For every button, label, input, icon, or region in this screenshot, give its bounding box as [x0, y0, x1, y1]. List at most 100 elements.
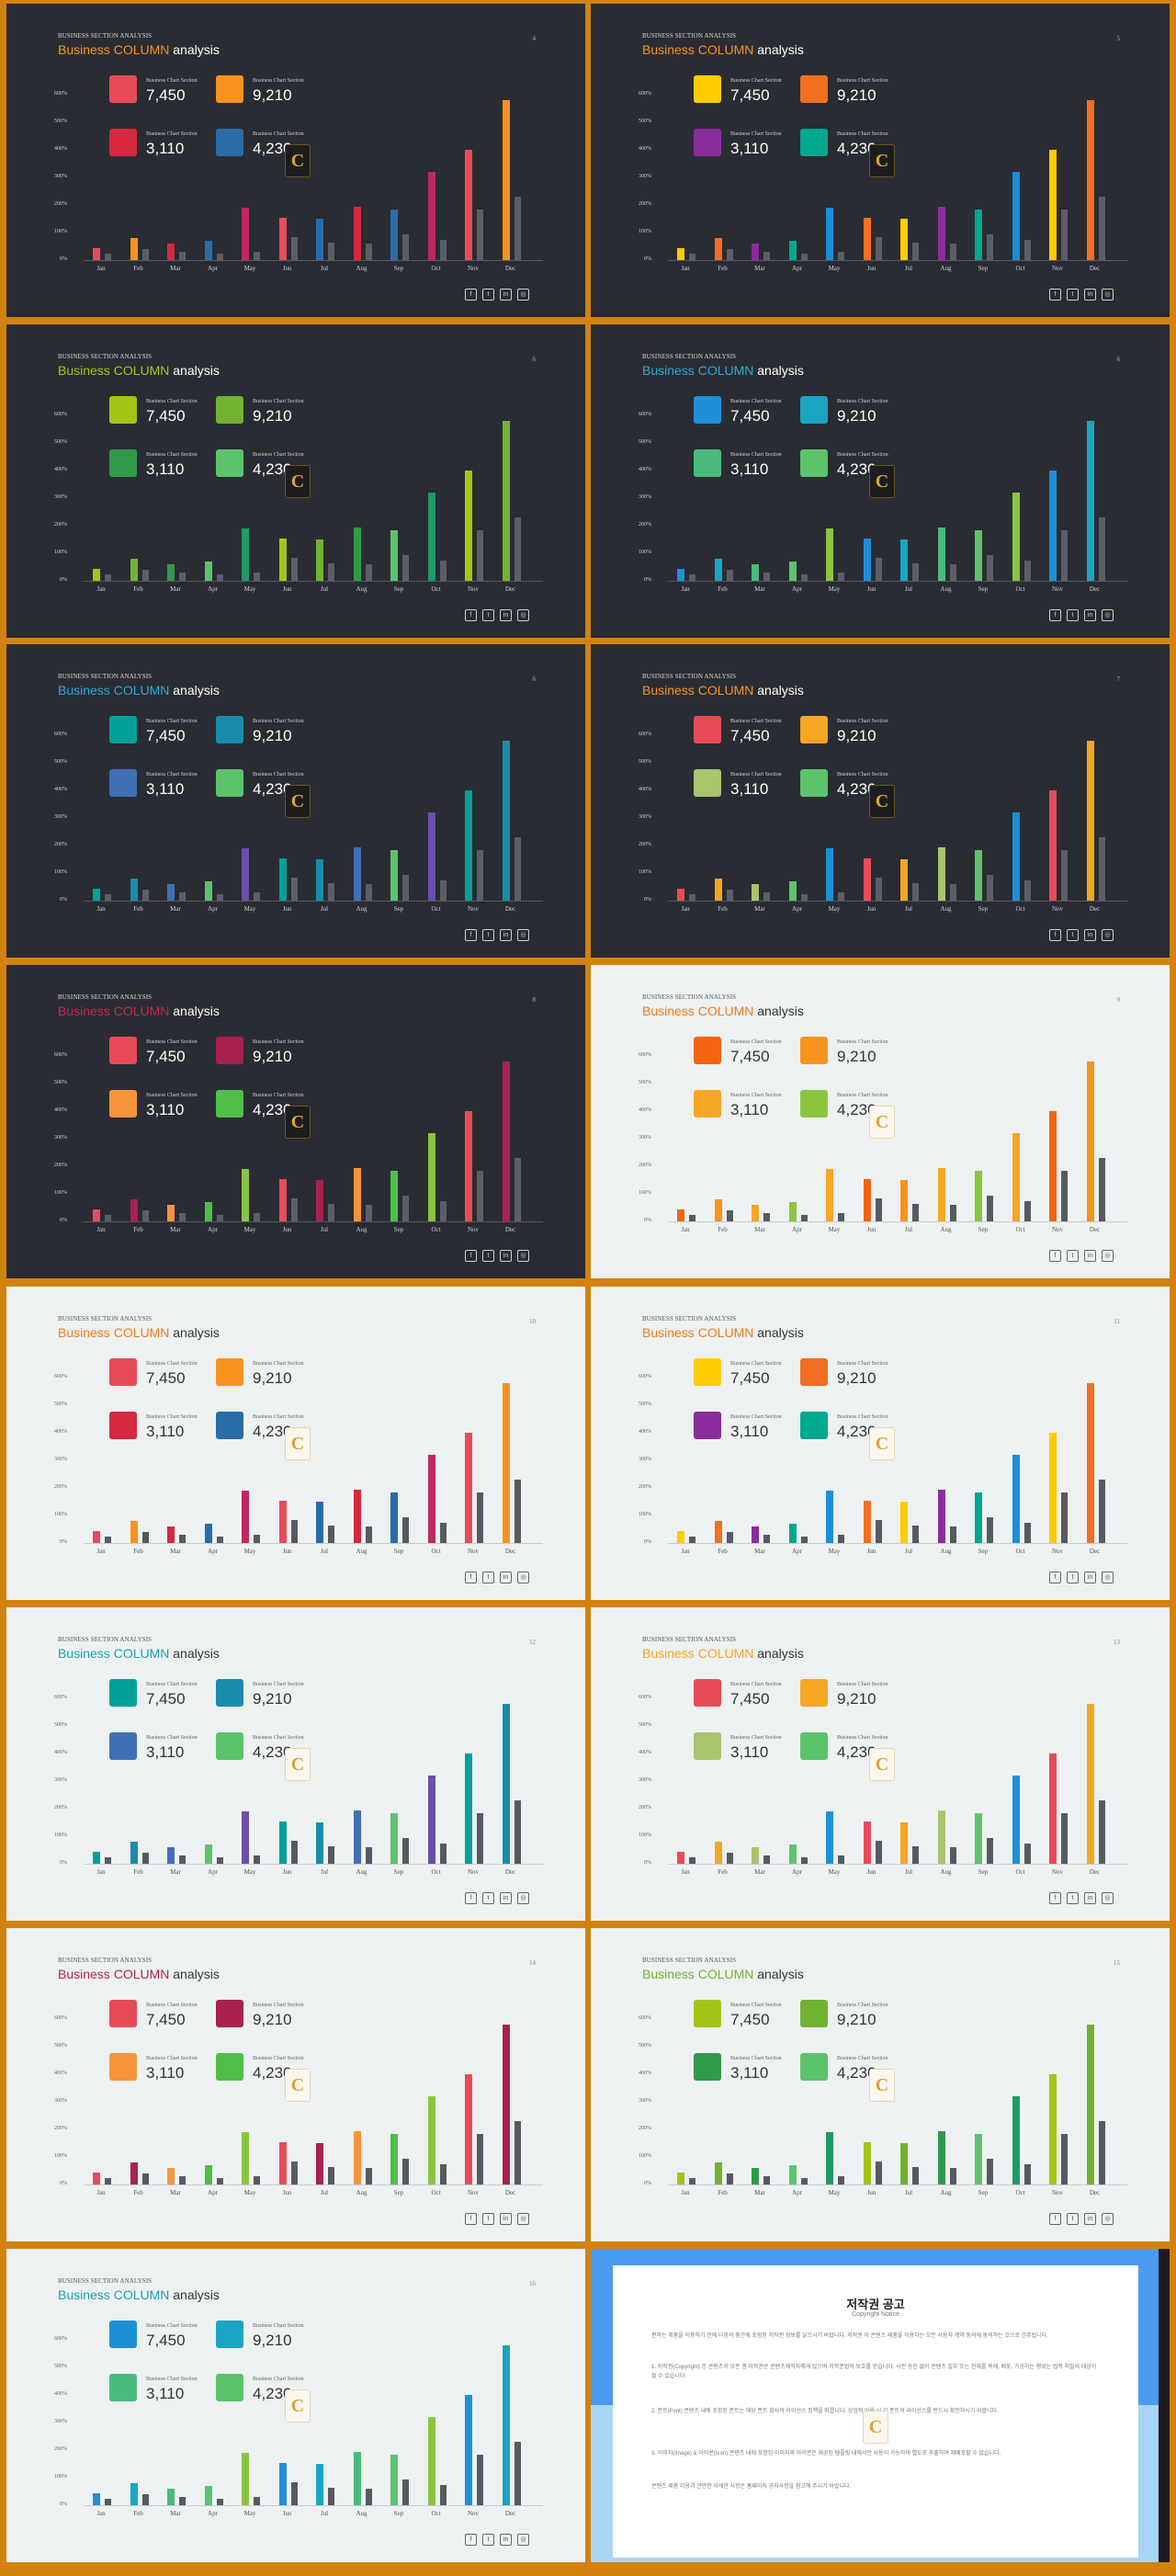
- instagram-icon[interactable]: ◎: [1102, 1572, 1114, 1583]
- linkedin-icon[interactable]: in: [1084, 289, 1096, 301]
- x-tick-label: Apr: [792, 2189, 802, 2196]
- linkedin-icon[interactable]: in: [500, 1892, 512, 1904]
- x-tick-label: Jul: [904, 265, 913, 272]
- twitter-icon[interactable]: t: [482, 2213, 494, 2225]
- y-tick-label: 0%: [60, 1860, 67, 1866]
- twitter-icon[interactable]: t: [482, 929, 494, 941]
- facebook-icon[interactable]: f: [1049, 1572, 1061, 1583]
- facebook-icon[interactable]: f: [465, 2534, 477, 2546]
- bar-series2-mar: [763, 252, 770, 260]
- bar-series2-aug: [365, 2489, 372, 2505]
- facebook-icon[interactable]: f: [465, 1250, 477, 1262]
- y-tick-label: 600%: [639, 2015, 651, 2021]
- instagram-icon[interactable]: ◎: [1102, 1892, 1114, 1904]
- twitter-icon[interactable]: t: [1067, 2213, 1079, 2225]
- instagram-icon[interactable]: ◎: [1102, 289, 1114, 301]
- twitter-icon[interactable]: t: [1067, 1250, 1079, 1262]
- bar-series1-mar: [167, 1847, 175, 1864]
- instagram-icon[interactable]: ◎: [1102, 609, 1114, 621]
- stat-value: 9,210: [837, 2011, 876, 2028]
- instagram-icon[interactable]: ◎: [517, 1572, 529, 1583]
- instagram-icon[interactable]: ◎: [517, 929, 529, 941]
- stat-label: Business Chart Section: [253, 2377, 304, 2382]
- stat-value: 3,110: [146, 1423, 185, 1440]
- bar-series2-apr: [800, 573, 808, 581]
- facebook-icon[interactable]: f: [465, 2213, 477, 2225]
- linkedin-icon[interactable]: in: [500, 2213, 512, 2225]
- y-tick-label: 0%: [60, 577, 67, 583]
- y-tick-label: 200%: [639, 2126, 651, 2131]
- y-tick-label: 500%: [639, 439, 651, 445]
- instagram-icon[interactable]: ◎: [1102, 2213, 1114, 2225]
- facebook-icon[interactable]: f: [1049, 609, 1061, 621]
- linkedin-icon[interactable]: in: [500, 1250, 512, 1262]
- facebook-icon[interactable]: f: [1049, 289, 1061, 301]
- slide-8: BUSINESS SECTION ANALYSIS Business COLUMN…: [591, 965, 1170, 1278]
- facebook-icon[interactable]: f: [465, 289, 477, 301]
- twitter-icon[interactable]: t: [482, 1892, 494, 1904]
- stat-swatch: [216, 1090, 243, 1118]
- twitter-icon[interactable]: t: [1067, 1892, 1079, 1904]
- bar-series2-feb: [726, 570, 733, 581]
- linkedin-icon[interactable]: in: [500, 2534, 512, 2546]
- twitter-icon[interactable]: t: [1067, 609, 1079, 621]
- instagram-icon[interactable]: ◎: [517, 609, 529, 621]
- facebook-icon[interactable]: f: [1049, 929, 1061, 941]
- linkedin-icon[interactable]: in: [1084, 1572, 1096, 1583]
- twitter-icon[interactable]: t: [482, 1572, 494, 1583]
- linkedin-icon[interactable]: in: [500, 609, 512, 621]
- x-tick-label: Sep: [393, 2189, 404, 2196]
- bar-series2-jun: [290, 2481, 298, 2505]
- facebook-icon[interactable]: f: [465, 929, 477, 941]
- bar-series2-sep: [402, 1195, 409, 1221]
- bar-series2-aug: [949, 564, 956, 581]
- stat-value: 3,110: [730, 780, 769, 798]
- x-tick-label: Aug: [940, 1548, 952, 1555]
- twitter-icon[interactable]: t: [1067, 1572, 1079, 1583]
- x-tick-label: Oct: [431, 1868, 441, 1876]
- linkedin-icon[interactable]: in: [1084, 1892, 1096, 1904]
- facebook-icon[interactable]: f: [465, 609, 477, 621]
- x-tick-label: Sep: [393, 2510, 404, 2517]
- linkedin-icon[interactable]: in: [1084, 2213, 1096, 2225]
- stat-value: 7,450: [146, 727, 186, 744]
- linkedin-icon[interactable]: in: [500, 929, 512, 941]
- twitter-icon[interactable]: t: [1067, 289, 1079, 301]
- twitter-icon[interactable]: t: [482, 289, 494, 301]
- twitter-icon[interactable]: t: [482, 2534, 494, 2546]
- linkedin-icon[interactable]: in: [500, 289, 512, 301]
- facebook-icon[interactable]: f: [465, 1892, 477, 1904]
- twitter-icon[interactable]: t: [482, 1250, 494, 1262]
- bar-series1-dec: [502, 421, 510, 581]
- bar-series2-sep: [987, 1516, 993, 1543]
- x-tick-label: Dec: [504, 2510, 516, 2517]
- instagram-icon[interactable]: ◎: [517, 289, 529, 301]
- twitter-icon[interactable]: t: [482, 609, 494, 621]
- x-tick-label: Nov: [467, 2510, 480, 2517]
- linkedin-icon[interactable]: in: [1084, 1250, 1096, 1262]
- x-tick-label: Nov: [1051, 2189, 1064, 2196]
- x-axis-line: [668, 1864, 1127, 1865]
- facebook-icon[interactable]: f: [1049, 1892, 1061, 1904]
- slide-kicker: BUSINESS SECTION ANALYSIS: [58, 993, 153, 1001]
- x-tick-label: Aug: [940, 585, 952, 593]
- linkedin-icon[interactable]: in: [500, 1572, 512, 1583]
- facebook-icon[interactable]: f: [1049, 1250, 1061, 1262]
- stat-swatch: [800, 2053, 828, 2081]
- stat-label: Business Chart Section: [837, 452, 888, 458]
- instagram-icon[interactable]: ◎: [517, 2534, 529, 2546]
- x-tick-label: Dec: [504, 265, 516, 272]
- instagram-icon[interactable]: ◎: [1102, 929, 1114, 941]
- twitter-icon[interactable]: t: [1067, 929, 1079, 941]
- instagram-icon[interactable]: ◎: [517, 1892, 529, 1904]
- linkedin-icon[interactable]: in: [1084, 609, 1096, 621]
- bar-series1-jul: [900, 539, 908, 581]
- instagram-icon[interactable]: ◎: [517, 2213, 529, 2225]
- linkedin-icon[interactable]: in: [1084, 929, 1096, 941]
- title-business: Business: [58, 2287, 114, 2302]
- bar-series1-may: [826, 208, 833, 260]
- facebook-icon[interactable]: f: [1049, 2213, 1061, 2225]
- instagram-icon[interactable]: ◎: [1102, 1250, 1114, 1262]
- instagram-icon[interactable]: ◎: [517, 1250, 529, 1262]
- facebook-icon[interactable]: f: [465, 1572, 477, 1583]
